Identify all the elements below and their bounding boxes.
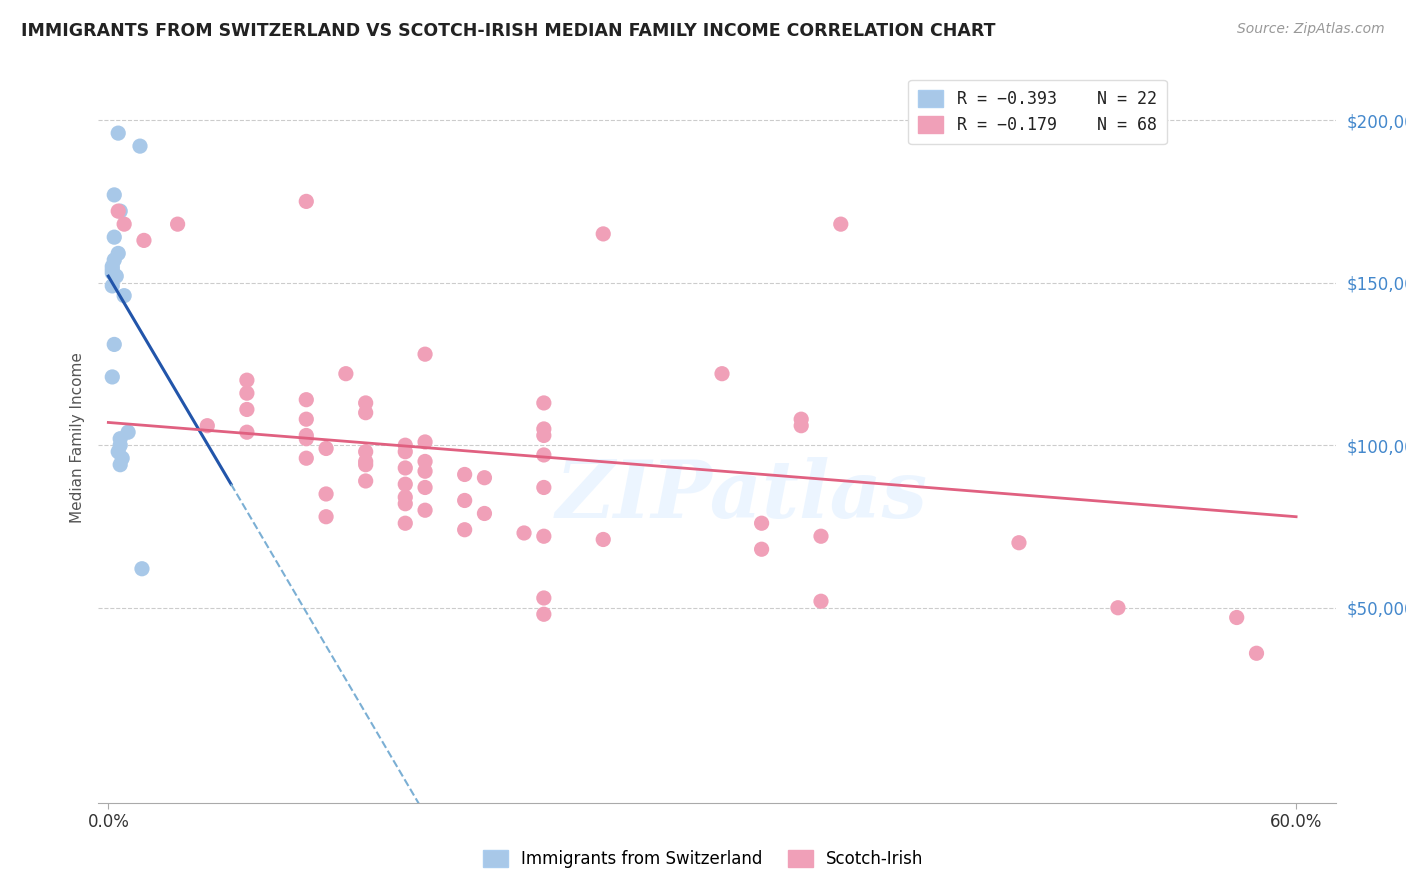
Point: [790, 412, 813, 426]
Point: [101, 260, 124, 274]
Point: [533, 396, 555, 410]
Point: [236, 402, 259, 417]
Point: [394, 497, 416, 511]
Point: [129, 139, 152, 153]
Point: [103, 230, 125, 244]
Point: [103, 252, 125, 267]
Point: [354, 458, 377, 472]
Point: [101, 262, 124, 277]
Point: [295, 392, 318, 407]
Point: [394, 461, 416, 475]
Point: [101, 266, 124, 280]
Point: [533, 428, 555, 442]
Point: [195, 418, 218, 433]
Point: [107, 444, 129, 458]
Point: [1008, 535, 1031, 549]
Point: [711, 367, 734, 381]
Legend: Immigrants from Switzerland, Scotch-Irish: Immigrants from Switzerland, Scotch-Iris…: [477, 843, 929, 875]
Point: [533, 591, 555, 605]
Point: [101, 279, 124, 293]
Point: [1226, 610, 1249, 624]
Point: [394, 490, 416, 504]
Point: [592, 227, 614, 241]
Point: [810, 594, 832, 608]
Point: [533, 422, 555, 436]
Point: [107, 204, 129, 219]
Point: [111, 451, 134, 466]
Point: [108, 438, 131, 452]
Point: [315, 487, 337, 501]
Point: [830, 217, 852, 231]
Point: [453, 493, 475, 508]
Point: [354, 396, 377, 410]
Point: [354, 406, 377, 420]
Point: [413, 480, 436, 494]
Point: [533, 448, 555, 462]
Point: [413, 503, 436, 517]
Point: [513, 526, 536, 541]
Point: [295, 432, 318, 446]
Point: [105, 269, 128, 284]
Point: [533, 480, 555, 494]
Point: [453, 523, 475, 537]
Point: [1246, 646, 1268, 660]
Point: [354, 444, 377, 458]
Point: [236, 373, 259, 387]
Point: [112, 217, 135, 231]
Point: [107, 126, 129, 140]
Point: [236, 386, 259, 401]
Point: [117, 425, 139, 440]
Point: [453, 467, 475, 482]
Point: [413, 454, 436, 468]
Point: [108, 458, 131, 472]
Point: [354, 474, 377, 488]
Point: [394, 438, 416, 452]
Point: [474, 507, 496, 521]
Point: [810, 529, 832, 543]
Text: Source: ZipAtlas.com: Source: ZipAtlas.com: [1237, 22, 1385, 37]
Point: [413, 464, 436, 478]
Point: [1107, 600, 1129, 615]
Point: [103, 187, 125, 202]
Point: [108, 204, 131, 219]
Point: [166, 217, 188, 231]
Point: [533, 529, 555, 543]
Point: [394, 516, 416, 531]
Point: [315, 509, 337, 524]
Point: [107, 246, 129, 260]
Point: [295, 451, 318, 466]
Point: [354, 454, 377, 468]
Point: [335, 367, 357, 381]
Legend: R = −0.393    N = 22, R = −0.179    N = 68: R = −0.393 N = 22, R = −0.179 N = 68: [908, 79, 1167, 145]
Point: [394, 477, 416, 491]
Point: [295, 428, 318, 442]
Point: [790, 418, 813, 433]
Point: [413, 434, 436, 449]
Point: [131, 562, 153, 576]
Point: [533, 607, 555, 622]
Point: [101, 370, 124, 384]
Text: IMMIGRANTS FROM SWITZERLAND VS SCOTCH-IRISH MEDIAN FAMILY INCOME CORRELATION CHA: IMMIGRANTS FROM SWITZERLAND VS SCOTCH-IR…: [21, 22, 995, 40]
Point: [474, 471, 496, 485]
Point: [394, 444, 416, 458]
Point: [132, 234, 155, 248]
Point: [103, 337, 125, 351]
Point: [236, 425, 259, 440]
Point: [112, 288, 135, 302]
Point: [108, 432, 131, 446]
Point: [315, 442, 337, 456]
Point: [295, 412, 318, 426]
Point: [413, 347, 436, 361]
Point: [751, 516, 773, 531]
Text: ZIPatlas: ZIPatlas: [555, 457, 928, 534]
Point: [295, 194, 318, 209]
Point: [751, 542, 773, 557]
Y-axis label: Median Family Income: Median Family Income: [69, 351, 84, 523]
Point: [592, 533, 614, 547]
